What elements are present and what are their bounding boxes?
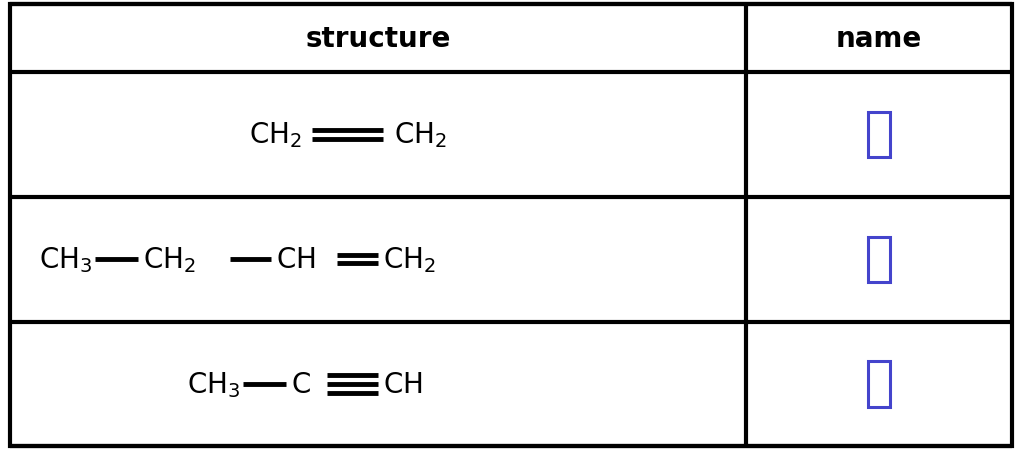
FancyBboxPatch shape bbox=[868, 362, 890, 407]
Text: name: name bbox=[836, 25, 922, 53]
Text: $\mathrm{CH}$: $\mathrm{CH}$ bbox=[276, 246, 316, 274]
Text: $\mathrm{CH_3}$: $\mathrm{CH_3}$ bbox=[187, 369, 240, 399]
Text: $\mathrm{C}$: $\mathrm{C}$ bbox=[291, 370, 312, 398]
FancyBboxPatch shape bbox=[868, 237, 890, 282]
Text: $\mathrm{CH_3}$: $\mathrm{CH_3}$ bbox=[39, 245, 92, 275]
Text: $\mathrm{CH_2}$: $\mathrm{CH_2}$ bbox=[393, 120, 447, 150]
Text: $\mathrm{CH_2}$: $\mathrm{CH_2}$ bbox=[383, 245, 436, 275]
Text: structure: structure bbox=[306, 25, 451, 53]
FancyBboxPatch shape bbox=[868, 113, 890, 158]
Text: $\mathrm{CH}$: $\mathrm{CH}$ bbox=[383, 370, 423, 398]
Text: $\mathrm{CH_2}$: $\mathrm{CH_2}$ bbox=[143, 245, 196, 275]
Text: $\mathrm{CH_2}$: $\mathrm{CH_2}$ bbox=[248, 120, 301, 150]
